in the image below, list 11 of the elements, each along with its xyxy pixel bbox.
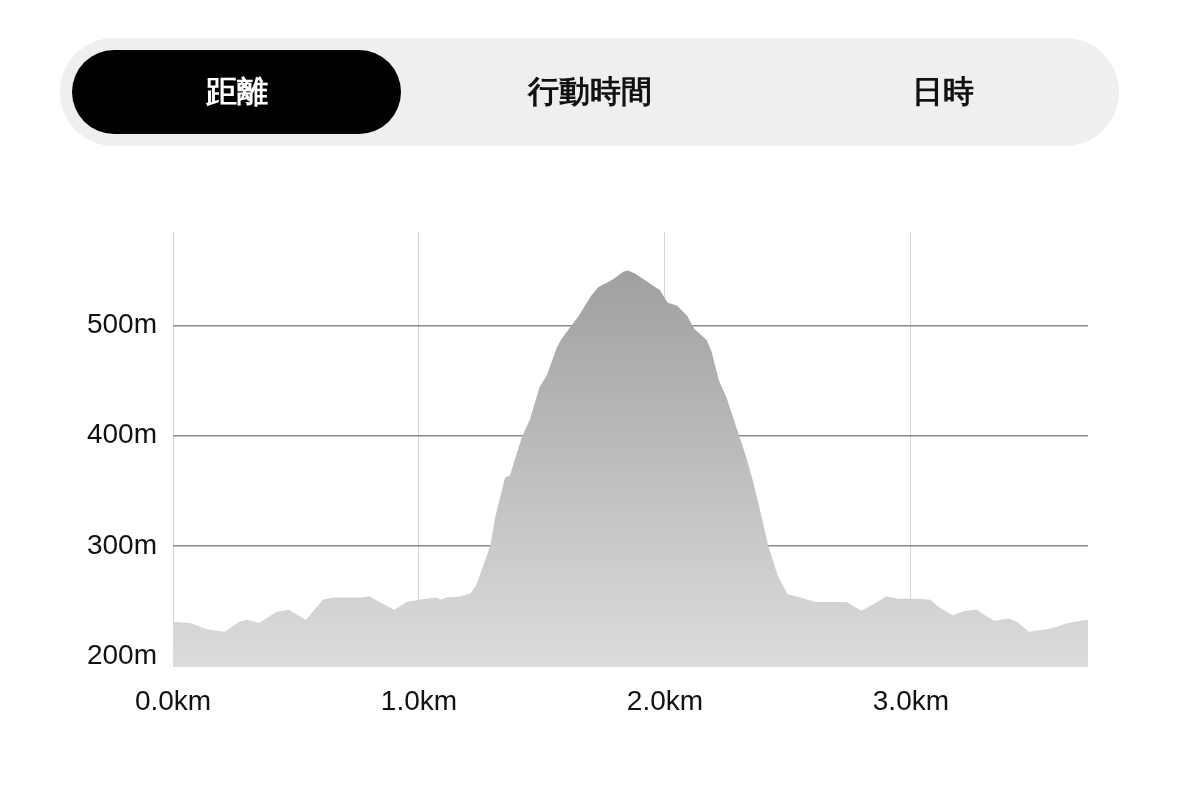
tab[interactable]: 日時 bbox=[778, 50, 1107, 134]
y-tick-label: 300m bbox=[86, 528, 157, 560]
x-tick-label: 3.0km bbox=[872, 684, 950, 716]
x-tick-label: 1.0km bbox=[380, 684, 458, 716]
x-tick-label: 2.0km bbox=[626, 684, 704, 716]
y-tick-label: 500m bbox=[86, 308, 157, 340]
y-tick-label: 400m bbox=[86, 418, 157, 450]
selected-tab[interactable]: 距離 bbox=[72, 50, 401, 134]
y-tick-label: 200m bbox=[86, 638, 157, 670]
x-tick-label: 0.0km bbox=[134, 684, 212, 716]
tab[interactable]: 行動時間 bbox=[425, 50, 754, 134]
